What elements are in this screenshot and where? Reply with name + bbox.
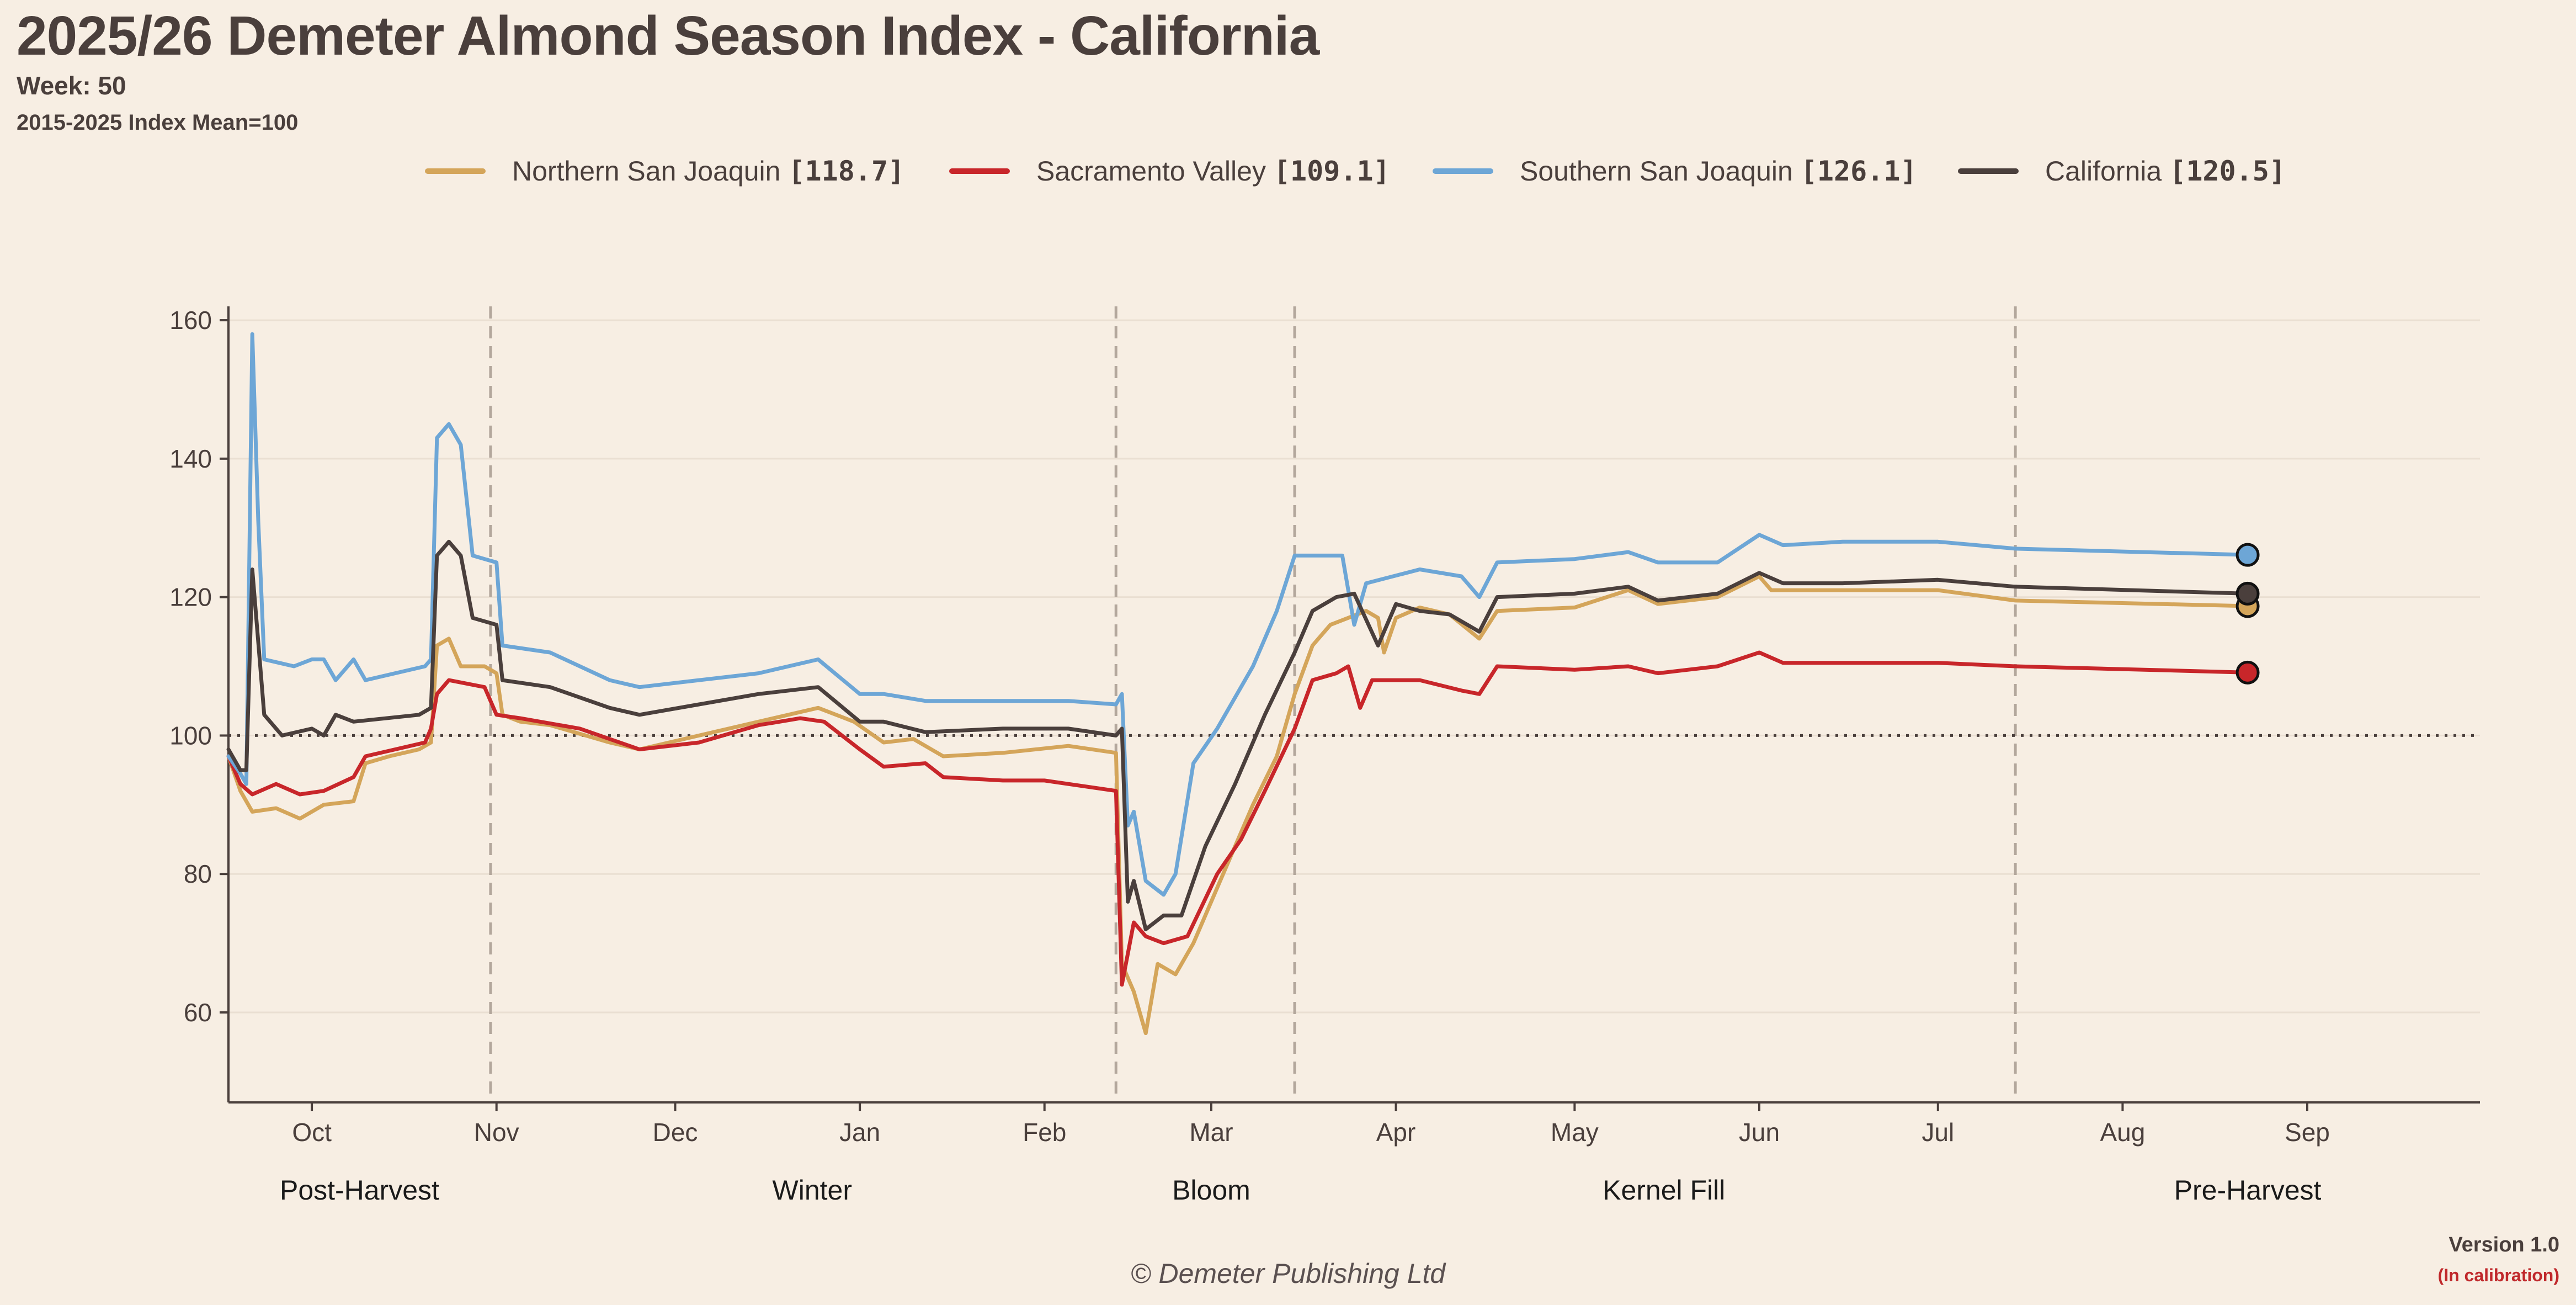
y-tick-label: 120 [169, 583, 212, 612]
x-tick-label: Dec [653, 1118, 698, 1147]
legend-value: [120.5] [2169, 155, 2286, 187]
x-tick-label: Jan [839, 1118, 880, 1147]
x-tick-label: Sep [2285, 1118, 2330, 1147]
legend-item-california[interactable]: California [120.5] [1958, 149, 2286, 193]
series-line-southern-san-joaquin [226, 332, 2250, 897]
x-tick-label: Aug [2100, 1118, 2145, 1147]
calibration-status: (In calibration) [2437, 1265, 2559, 1285]
y-tick-label: 160 [169, 306, 212, 335]
legend-item-southern-san-joaquin[interactable]: Southern San Joaquin [126.1] [1433, 149, 1917, 193]
legend-swatch [949, 168, 1010, 174]
legend-swatch [1433, 168, 1493, 174]
x-tick-label: Feb [1023, 1118, 1066, 1147]
legend-value: [126.1] [1800, 155, 1917, 187]
index-baseline-note: 2015-2025 Index Mean=100 [17, 110, 299, 135]
phase-label: Post-Harvest [280, 1175, 439, 1206]
copyright-footer: © Demeter Publishing Ltd [1130, 1258, 1446, 1289]
legend-label: Sacramento Valley [1036, 156, 1266, 187]
series-line-sacramento-valley [226, 650, 2250, 987]
legend-value: [118.7] [788, 155, 905, 187]
legend-swatch [1958, 168, 2019, 174]
chart-title: 2025/26 Demeter Almond Season Index - Ca… [17, 5, 1319, 67]
legend-label: Northern San Joaquin [512, 156, 781, 187]
chart-legend: Northern San Joaquin [118.7] Sacramento … [0, 149, 2576, 193]
legend-swatch [425, 168, 486, 174]
y-tick-label: 60 [184, 998, 212, 1027]
series-line-northern-san-joaquin [226, 574, 2250, 1036]
x-tick-label: May [1551, 1118, 1599, 1147]
x-tick-label: Oct [292, 1118, 332, 1147]
y-tick-label: 100 [169, 721, 212, 750]
legend-item-northern-san-joaquin[interactable]: Northern San Joaquin [118.7] [425, 149, 904, 193]
x-tick-label: Jun [1739, 1118, 1780, 1147]
phase-label: Winter [773, 1175, 852, 1206]
series-end-marker-sacramento-valley [2236, 660, 2260, 685]
y-tick-label: 80 [184, 860, 212, 888]
version-label: Version 1.0 [2449, 1233, 2559, 1256]
x-tick-label: Jul [1922, 1118, 1954, 1147]
series-line-california [226, 539, 2250, 931]
phase-label: Kernel Fill [1603, 1175, 1725, 1206]
phase-label: Bloom [1172, 1175, 1250, 1206]
legend-label: Southern San Joaquin [1520, 156, 1793, 187]
x-tick-label: Mar [1189, 1118, 1233, 1147]
x-tick-label: Apr [1376, 1118, 1416, 1147]
series-end-marker-southern-san-joaquin [2236, 543, 2260, 567]
x-tick-label: Nov [474, 1118, 519, 1147]
legend-item-sacramento-valley[interactable]: Sacramento Valley [109.1] [949, 149, 1390, 193]
legend-value: [109.1] [1273, 155, 1390, 187]
y-tick-label: 140 [169, 444, 212, 473]
series-end-marker-california [2236, 581, 2260, 606]
week-label: Week: 50 [17, 71, 126, 100]
legend-label: California [2045, 156, 2162, 187]
phase-label: Pre-Harvest [2174, 1175, 2322, 1206]
